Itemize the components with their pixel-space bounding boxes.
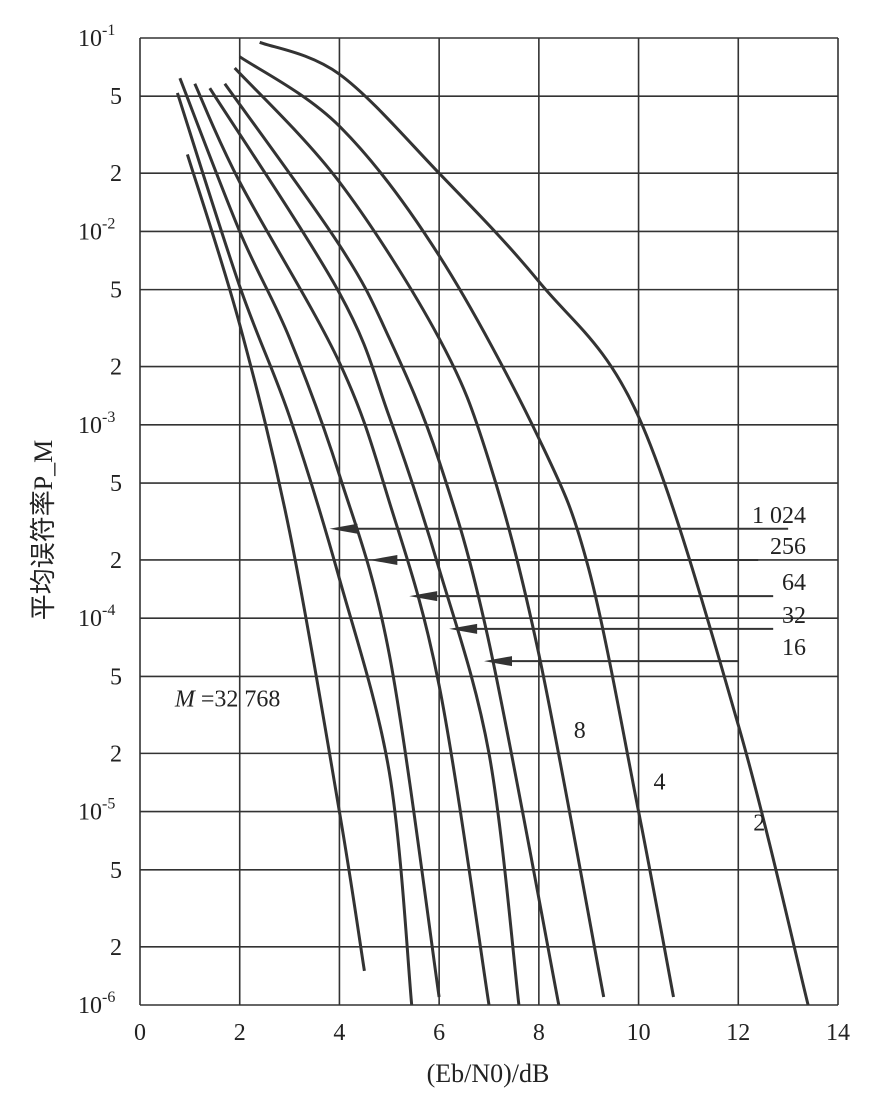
x-tick-label: 14	[826, 1020, 850, 1046]
x-tick-label: 4	[333, 1020, 345, 1046]
grid	[139, 37, 839, 1006]
callout-label: 64	[782, 570, 806, 596]
y-tick-label: 10-4	[78, 602, 115, 632]
curve-m-256	[178, 77, 441, 998]
curve-m-16	[223, 82, 561, 1006]
curve-label: 2	[753, 810, 765, 836]
callout-arrowhead	[409, 591, 438, 602]
curve-m-32768	[185, 153, 366, 972]
curve-callouts: 1 024 256 64 32 16	[329, 503, 806, 667]
y-tick-label: 2	[110, 741, 122, 767]
y-tick-label: 5	[110, 471, 122, 497]
x-axis-ticks: 0 2 4 6 8 10 12 14	[134, 1020, 850, 1046]
callout-arrowhead	[369, 554, 398, 565]
curve-m-64	[193, 83, 491, 1006]
callout-label: 1 024	[752, 503, 806, 529]
x-tick-label: 0	[134, 1020, 146, 1046]
y-tick-label: 10-1	[78, 22, 115, 52]
y-tick-label: 10-3	[78, 409, 115, 439]
y-tick-label: 10-6	[78, 989, 115, 1019]
curve-m-4	[238, 55, 675, 998]
y-tick-label: 10-2	[78, 215, 115, 245]
y-tick-label: 10-5	[78, 796, 115, 826]
y-tick-label: 5	[110, 84, 122, 110]
y-tick-label: 2	[110, 355, 122, 381]
y-tick-label: 2	[110, 548, 122, 574]
curve-m-8	[233, 66, 606, 998]
y-axis-ticks: 10-1 5 2 10-2 5 2 10-3 5 2 10-4 5 2 10-5 5 2 10-6	[78, 22, 122, 1019]
curve-m-1024	[175, 92, 414, 1006]
callout-label: 32	[782, 603, 806, 629]
x-tick-label: 6	[433, 1020, 445, 1046]
y-axis-title: 平均误符率P_M	[29, 440, 58, 621]
callout-arrowhead	[329, 523, 358, 534]
y-tick-label: 2	[110, 935, 122, 961]
y-tick-label: 2	[110, 161, 122, 187]
curve-label: 8	[574, 718, 586, 744]
curve-m-32	[208, 87, 521, 1006]
x-tick-label: 10	[627, 1020, 651, 1046]
curve-label: 4	[654, 770, 666, 796]
callout-arrowhead	[449, 623, 478, 634]
callout-label: 16	[782, 635, 806, 661]
y-tick-label: 5	[110, 664, 122, 690]
y-tick-label: 5	[110, 858, 122, 884]
y-tick-label: 5	[110, 278, 122, 304]
curve-label: M =32 768	[174, 686, 281, 712]
curve-labels: 2 4 8 M =32 768	[174, 686, 765, 836]
x-tick-label: 12	[726, 1020, 750, 1046]
x-tick-label: 8	[533, 1020, 545, 1046]
x-axis-title: (Eb/N0)/dB	[427, 1059, 550, 1088]
callout-label: 256	[770, 534, 806, 560]
x-tick-label: 2	[234, 1020, 246, 1046]
series-curves	[175, 40, 810, 1006]
curve-m-2	[259, 40, 810, 1006]
callout-arrowhead	[484, 656, 513, 667]
